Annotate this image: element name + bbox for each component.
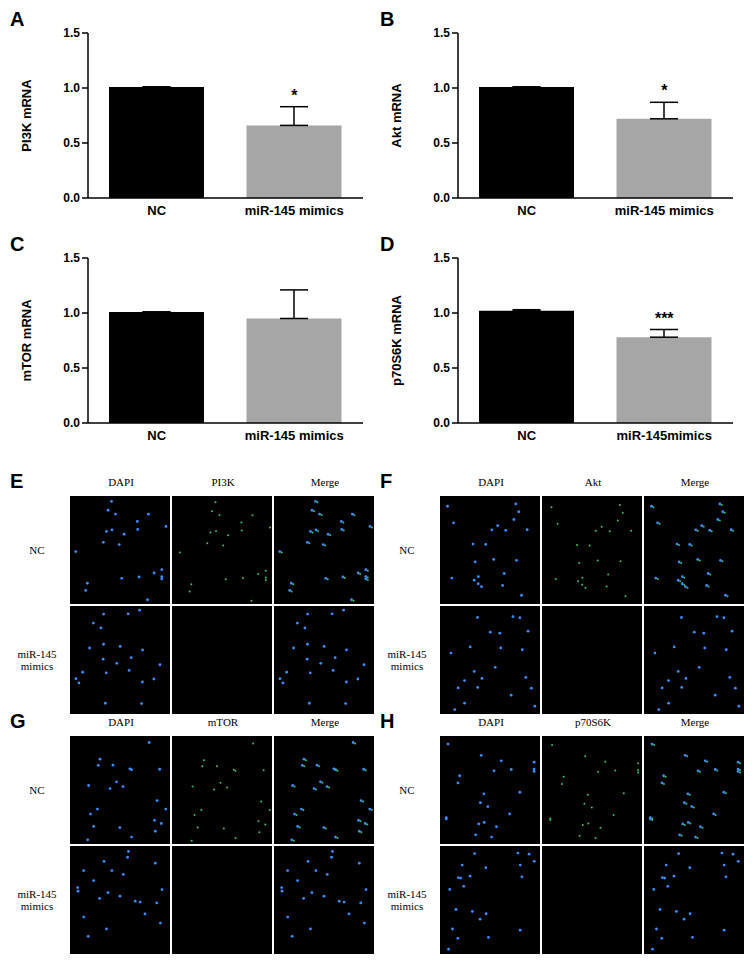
html-text:miR-145 mimics: miR-145 mimics (17, 888, 57, 912)
html-text:miR-145 mimics: miR-145 mimics (387, 648, 427, 672)
svg-text:p70S6K mRNA: p70S6K mRNA (389, 294, 404, 386)
svg-text:miR-145 mimics: miR-145 mimics (615, 203, 714, 218)
svg-text:*: * (291, 87, 298, 104)
html-text:NC: NC (29, 544, 45, 556)
svg-text:1.0: 1.0 (63, 306, 80, 320)
html-text:NC: NC (399, 544, 415, 556)
svg-text:1.0: 1.0 (63, 81, 80, 95)
html-text:A: A (10, 8, 25, 30)
svg-text:0.0: 0.0 (433, 416, 450, 430)
svg-text:0.5: 0.5 (433, 136, 450, 150)
svg-text:1.5: 1.5 (433, 251, 450, 265)
svg-text:0.0: 0.0 (63, 191, 80, 205)
svg-text:1.5: 1.5 (63, 26, 80, 40)
svg-text:NC: NC (147, 428, 166, 443)
html-text:p70S6K: p70S6K (575, 716, 611, 728)
svg-text:miR-145mimics: miR-145mimics (617, 428, 712, 443)
svg-text:1.0: 1.0 (433, 81, 450, 95)
svg-text:NC: NC (517, 203, 536, 218)
html-text:DAPI: DAPI (108, 476, 134, 488)
html-text:miR-145 mimics: miR-145 mimics (17, 648, 57, 672)
html-text:Merge: Merge (310, 476, 340, 488)
html-text:PI3K: PI3K (211, 476, 235, 488)
svg-text:0.0: 0.0 (63, 416, 80, 430)
svg-text:1.0: 1.0 (433, 306, 450, 320)
svg-text:miR-145 mimics: miR-145 mimics (245, 203, 344, 218)
svg-text:0.5: 0.5 (63, 136, 80, 150)
svg-text:NC: NC (147, 203, 166, 218)
html-text:DAPI: DAPI (108, 716, 134, 728)
svg-text:Akt mRNA: Akt mRNA (389, 83, 404, 148)
svg-text:1.5: 1.5 (63, 251, 80, 265)
html-text:G: G (10, 710, 26, 732)
html-text:E: E (10, 470, 24, 492)
svg-text:mTOR mRNA: mTOR mRNA (19, 299, 34, 382)
svg-text:1.5: 1.5 (433, 26, 450, 40)
svg-text:NC: NC (517, 428, 536, 443)
svg-text:0.5: 0.5 (63, 361, 80, 375)
html-text:NC: NC (29, 784, 45, 796)
html-text:mTOR: mTOR (207, 716, 239, 728)
html-text:Merge: Merge (310, 716, 340, 728)
svg-text:*: * (661, 82, 668, 99)
html-text:F: F (380, 470, 393, 492)
html-text:Merge: Merge (680, 716, 710, 728)
html-text:Akt: Akt (584, 476, 602, 488)
html-text:C: C (10, 233, 25, 255)
html-text:B: B (380, 8, 395, 30)
html-text:H: H (380, 710, 395, 732)
svg-text:0.5: 0.5 (433, 361, 450, 375)
svg-text:***: *** (655, 310, 674, 327)
html-text:NC: NC (399, 784, 415, 796)
html-text:DAPI: DAPI (478, 476, 504, 488)
html-text:miR-145 mimics: miR-145 mimics (387, 888, 427, 912)
html-text:DAPI: DAPI (478, 716, 504, 728)
svg-text:0.0: 0.0 (433, 191, 450, 205)
svg-text:PI3K mRNA: PI3K mRNA (19, 79, 34, 152)
html-text:Merge: Merge (680, 476, 710, 488)
svg-text:miR-145 mimics: miR-145 mimics (245, 428, 344, 443)
html-text:D: D (380, 233, 395, 255)
